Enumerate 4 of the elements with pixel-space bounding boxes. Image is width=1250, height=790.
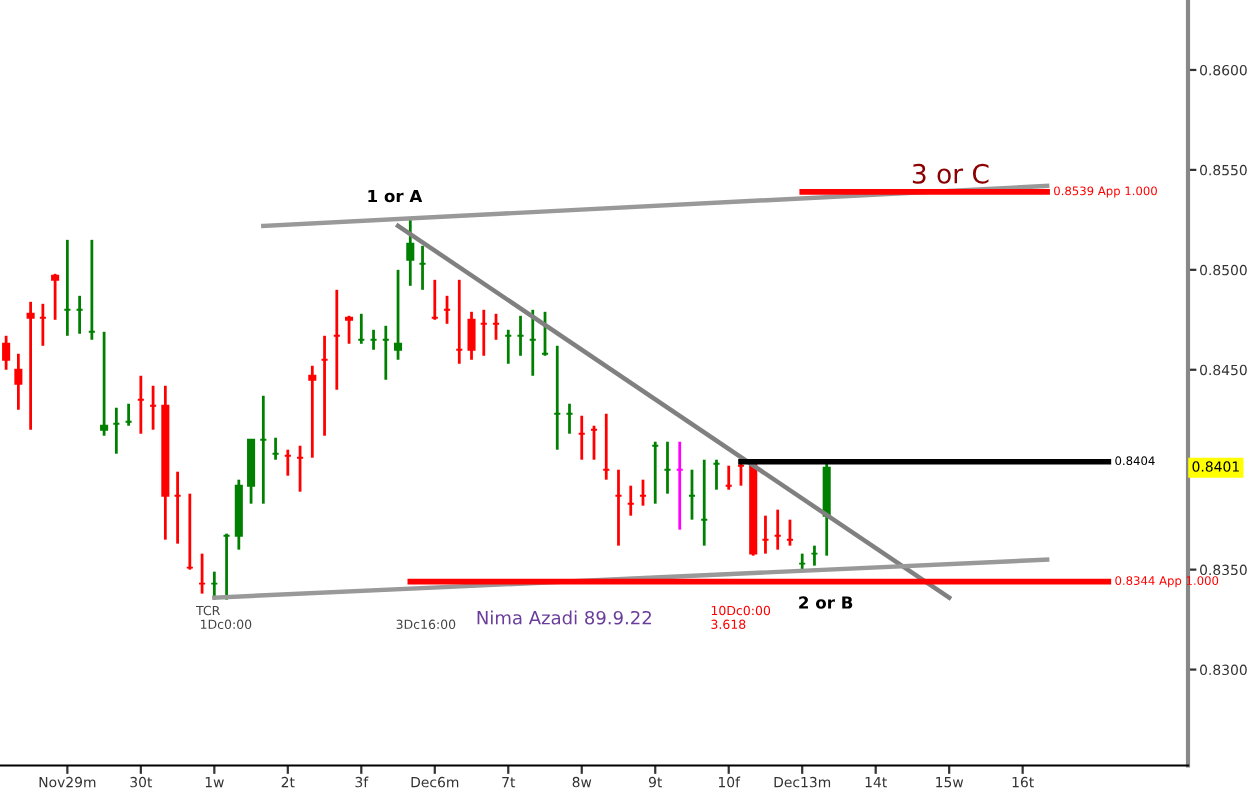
annotation: 1 or A: [368, 189, 423, 203]
annotation: Nima Azadi 89.9.22: [477, 610, 651, 625]
annotation: 2 or B: [799, 596, 853, 609]
annotation: 3 or C: [912, 163, 989, 184]
